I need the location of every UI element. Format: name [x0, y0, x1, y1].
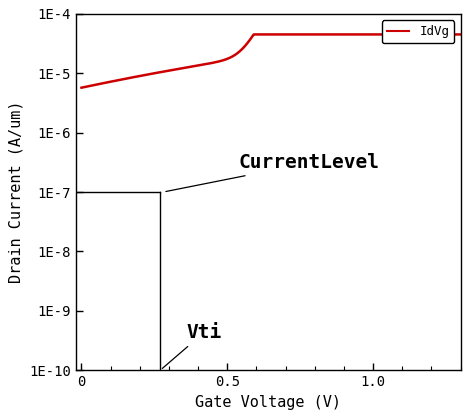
- X-axis label: Gate Voltage (V): Gate Voltage (V): [195, 395, 341, 410]
- Text: Vti: Vti: [162, 323, 222, 368]
- Legend: IdVg: IdVg: [382, 20, 454, 43]
- Text: CurrentLevel: CurrentLevel: [166, 153, 380, 191]
- Y-axis label: Drain Current (A/um): Drain Current (A/um): [8, 101, 23, 283]
